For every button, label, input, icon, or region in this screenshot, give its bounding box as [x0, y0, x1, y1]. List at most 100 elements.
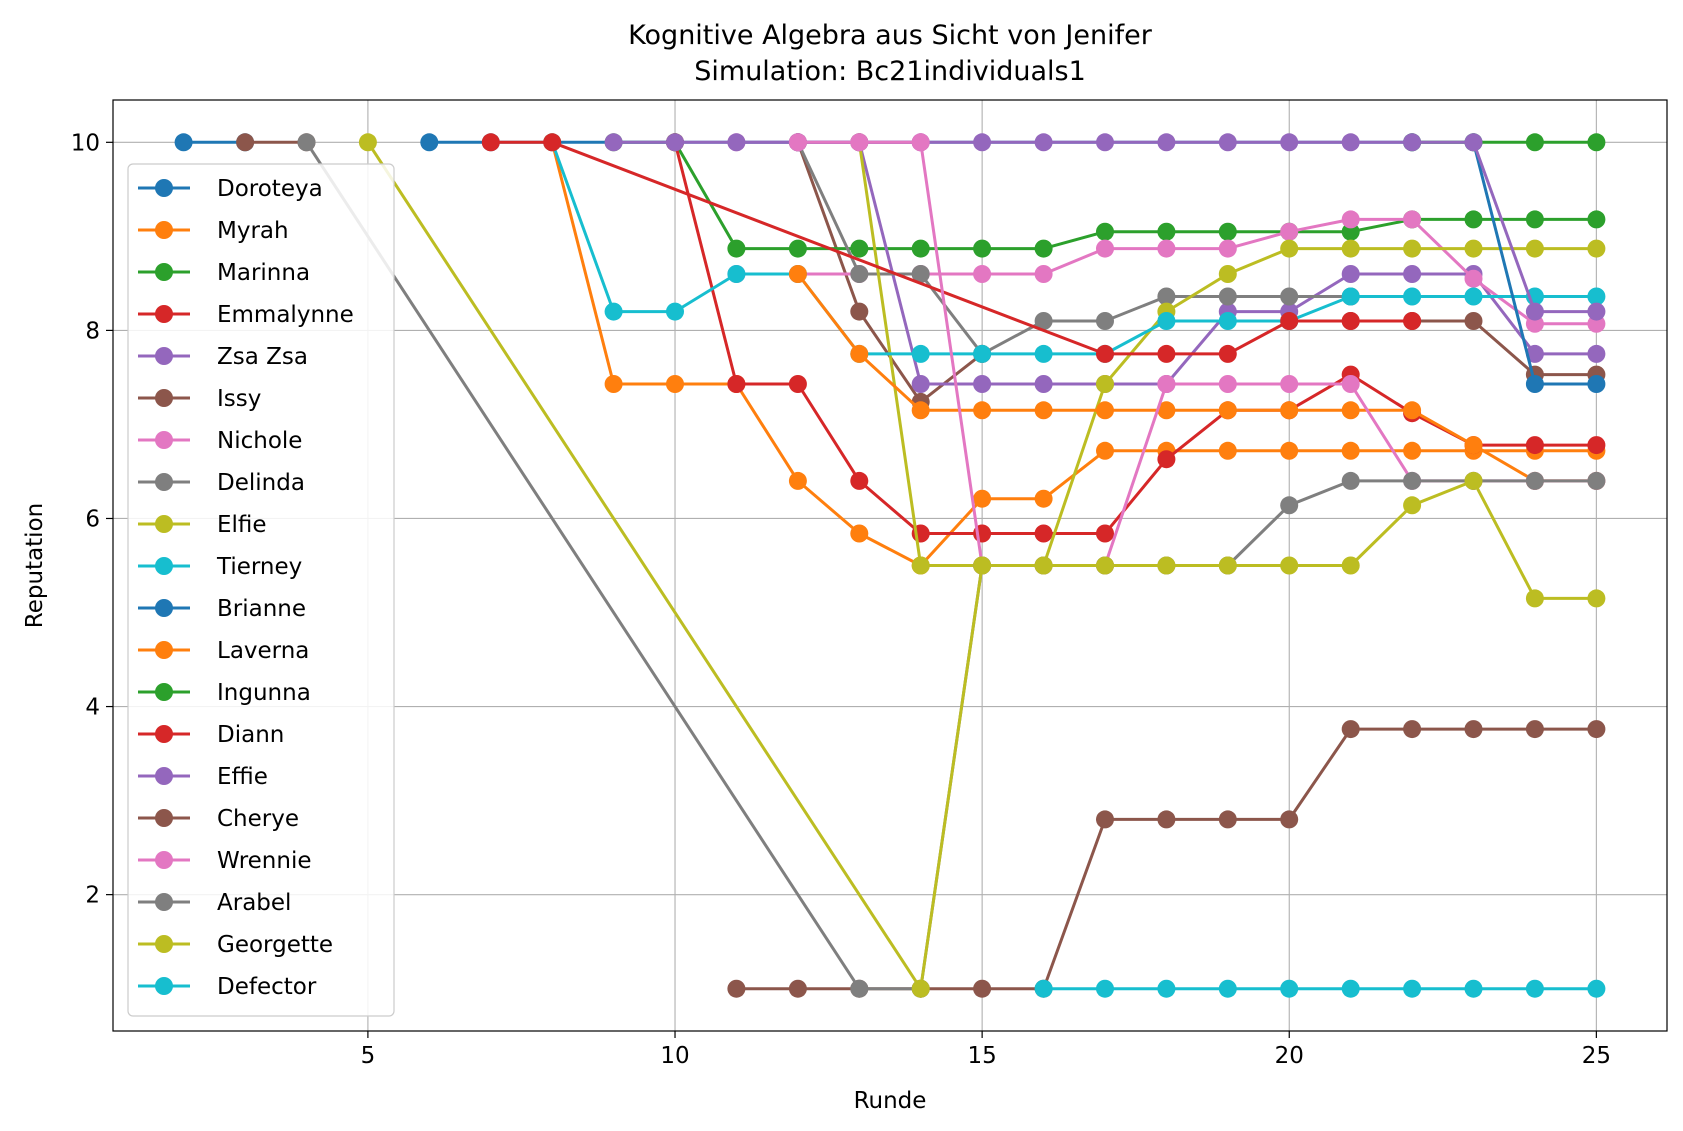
data-point: [1280, 287, 1299, 306]
data-point: [1403, 471, 1422, 490]
data-point: [973, 133, 992, 152]
series-line: [797, 140, 1597, 386]
data-point: [788, 375, 807, 393]
data-point: [1464, 436, 1483, 455]
data-point: [850, 344, 869, 363]
data-point: [1525, 720, 1544, 739]
data-point: [1280, 222, 1299, 241]
data-point: [1587, 471, 1606, 490]
legend-label: Defector: [217, 974, 317, 1000]
legend-label: Ingunna: [217, 680, 311, 706]
data-point: [1034, 239, 1053, 258]
legend-marker: [155, 431, 173, 449]
data-point: [420, 133, 439, 152]
legend-label: Delinda: [217, 470, 305, 496]
data-point: [1157, 133, 1176, 152]
series-georgette: [358, 133, 1606, 998]
data-point: [911, 375, 930, 393]
legend-item: Georgette: [138, 932, 333, 958]
data-point: [1587, 720, 1606, 739]
data-point: [236, 133, 255, 152]
data-point: [1096, 524, 1114, 543]
legend-marker: [155, 767, 173, 785]
chart-title: Kognitive Algebra aus Sicht von Jenifer: [628, 20, 1153, 51]
data-point: [973, 979, 992, 998]
series-line: [796, 273, 1597, 483]
data-point: [1157, 556, 1176, 575]
legend-item: Emmalynne: [138, 302, 354, 328]
data-point: [1464, 720, 1483, 739]
plot-frame: [112, 99, 1668, 1032]
data-point: [1587, 133, 1606, 152]
data-point: [1341, 312, 1360, 330]
data-point: [1464, 979, 1483, 998]
data-point: [1341, 210, 1360, 229]
legend-marker: [155, 221, 173, 239]
data-point: [1157, 979, 1176, 998]
data-point: [1157, 312, 1176, 330]
data-point: [1280, 441, 1299, 460]
data-point: [1280, 239, 1299, 258]
data-point: [850, 239, 869, 258]
data-point: [1096, 239, 1114, 258]
data-point: [973, 239, 992, 258]
data-point: [1403, 496, 1422, 515]
data-point: [850, 524, 869, 543]
legend-marker: [155, 263, 173, 281]
legend-marker: [155, 893, 173, 911]
legend-marker: [155, 809, 173, 827]
legend-label: Diann: [217, 722, 284, 748]
data-point: [1034, 401, 1053, 420]
legend-item: Laverna: [138, 638, 309, 664]
legend-marker: [155, 305, 173, 323]
legend-item: Nichole: [138, 428, 302, 454]
data-point: [604, 375, 623, 393]
data-point: [297, 133, 316, 152]
data-point: [358, 133, 377, 152]
y-tick-label: 2: [85, 883, 100, 909]
data-point: [1157, 375, 1176, 393]
data-point: [1403, 720, 1422, 739]
legend-item: Cherye: [138, 806, 299, 832]
data-point: [1587, 239, 1606, 258]
legend-marker: [155, 473, 173, 491]
data-point: [1587, 436, 1606, 455]
data-point: [1464, 287, 1483, 306]
legend-item: Delinda: [138, 470, 305, 496]
legend-label: Issy: [217, 386, 261, 412]
data-point: [1464, 269, 1483, 288]
legend-label: Wrennie: [217, 848, 312, 874]
legend-label: Georgette: [217, 932, 333, 958]
data-point: [1157, 450, 1176, 469]
data-point: [1034, 344, 1053, 363]
data-point: [1157, 239, 1176, 258]
data-point: [1525, 239, 1544, 258]
series-laverna: [788, 265, 1606, 490]
data-point: [973, 344, 992, 363]
data-point: [1280, 496, 1299, 515]
data-point: [850, 265, 869, 283]
data-point: [973, 489, 992, 508]
data-point: [1218, 401, 1237, 420]
data-point: [1096, 133, 1114, 152]
axis-ticks: 5 10 15 20 25 2 4 6 8 10: [71, 130, 1611, 1069]
data-point: [1587, 210, 1606, 229]
data-point: [1280, 979, 1299, 998]
data-point: [1587, 375, 1606, 393]
legend-item: Doroteya: [138, 176, 323, 202]
legend-marker: [155, 347, 173, 365]
x-tick-label: 15: [967, 1043, 996, 1069]
series-line: [796, 141, 1351, 356]
legend-label: Marinna: [217, 260, 310, 286]
data-point: [1464, 312, 1483, 330]
data-point: [850, 133, 869, 152]
data-point: [1218, 222, 1237, 241]
data-point: [788, 471, 807, 490]
legend-label: Emmalynne: [217, 302, 354, 328]
data-point: [727, 133, 746, 152]
data-point: [1157, 344, 1176, 363]
data-point: [1341, 720, 1360, 739]
data-point: [1403, 265, 1422, 283]
x-axis-label: Runde: [854, 1088, 927, 1114]
legend-label: Doroteya: [217, 176, 323, 202]
